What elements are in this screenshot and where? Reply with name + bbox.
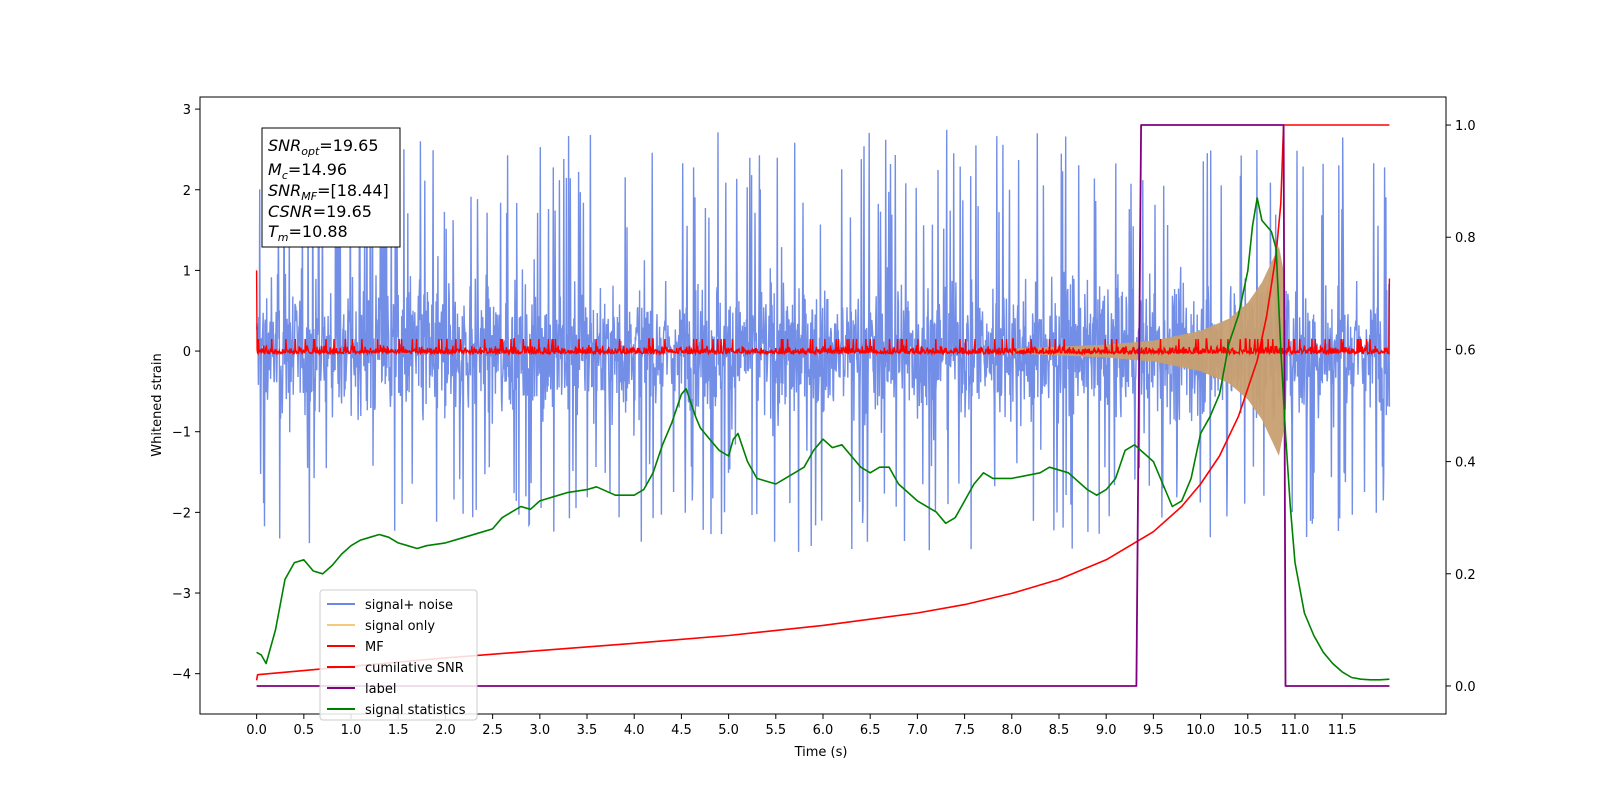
y-tick-label: −1 — [172, 426, 191, 441]
x-tick-label: 9.5 — [1143, 723, 1164, 738]
y2-tick-label: 0.0 — [1455, 680, 1476, 695]
axes-layer: 0.0 0.5 1.0 1.5 2.0 2.5 3.0 3.5 4.0 4.5 5.0 5.5 6.0 6… — [172, 103, 1476, 738]
legend-label: signal statistics — [365, 703, 466, 718]
x-tick-label: 4.0 — [624, 723, 645, 738]
y-tick-label: 3 — [183, 103, 191, 118]
series-signal-statistics — [256, 197, 1390, 681]
x-tick-label: 5.0 — [718, 723, 739, 738]
x-tick-label: 8.5 — [1049, 723, 1070, 738]
annotation-frame — [261, 127, 401, 248]
plot-data-layer — [255, 124, 1391, 690]
legend-label: label — [365, 682, 396, 697]
y-tick-label: 0 — [183, 345, 191, 360]
x-tick-label: 11.0 — [1280, 723, 1309, 738]
x-tick-label: 3.0 — [529, 723, 550, 738]
legend: signal+ noise signal only MF cumilative SNR… — [319, 589, 478, 721]
legend-label: signal+ noise — [365, 598, 453, 613]
legend-frame — [319, 589, 478, 721]
legend-label: cumilative SNR — [365, 661, 464, 676]
annotation-csnr: CSNR=19.65 — [268, 202, 372, 221]
y2-tick-label: 0.6 — [1455, 343, 1476, 358]
series-label — [256, 124, 1390, 687]
y2-tick-label: 0.8 — [1455, 231, 1476, 246]
annotation-tm: Tm=10.88 — [268, 222, 348, 244]
x-tick-label: 6.5 — [860, 723, 881, 738]
x-tick-label: 5.5 — [765, 723, 786, 738]
x-axis-label: Time (s) — [794, 745, 848, 760]
y2-tick-label: 0.2 — [1455, 568, 1476, 583]
y-tick-label: −3 — [172, 587, 191, 602]
y-axis-label: Whitened strain — [150, 353, 165, 456]
x-tick-label: 7.0 — [907, 723, 928, 738]
x-tick-label: 8.0 — [1001, 723, 1022, 738]
x-tick-label: 10.5 — [1233, 723, 1262, 738]
series-signal-noise — [255, 129, 1391, 552]
y2-tick-label: 1.0 — [1455, 119, 1476, 134]
x-tick-label: 0.5 — [293, 723, 314, 738]
x-tick-label: 11.5 — [1328, 723, 1357, 738]
x-tick-label: 0.0 — [246, 723, 267, 738]
x-tick-label: 1.0 — [341, 723, 362, 738]
series-cumulative-snr — [255, 124, 1390, 681]
legend-label: signal only — [365, 619, 435, 634]
series-signal-only — [1011, 246, 1284, 690]
x-tick-label: 7.5 — [954, 723, 975, 738]
x-tick-label: 1.5 — [388, 723, 409, 738]
x-tick-label: 4.5 — [671, 723, 692, 738]
x-tick-label: 6.0 — [813, 723, 834, 738]
x-tick-label: 10.0 — [1186, 723, 1215, 738]
y-tick-label: −2 — [172, 506, 191, 521]
x-tick-label: 9.0 — [1096, 723, 1117, 738]
annotation-snr-mf: SNRMF=[18.44] — [268, 181, 389, 203]
y-tick-label: 2 — [183, 184, 191, 199]
annotation-box: SNRopt=19.65 Mc=14.96 SNRMF=[18.44] CSNR… — [261, 127, 401, 248]
x-tick-label: 2.0 — [435, 723, 456, 738]
annotation-snr-opt: SNRopt=19.65 — [268, 136, 379, 158]
y-tick-label: 1 — [183, 264, 191, 279]
y-tick-label: −4 — [172, 668, 191, 683]
series-mf — [255, 270, 1391, 357]
x-tick-label: 3.5 — [577, 723, 598, 738]
legend-label: MF — [365, 640, 384, 655]
annotation-mc: Mc=14.96 — [268, 160, 347, 182]
y2-tick-label: 0.4 — [1455, 456, 1476, 471]
x-tick-label: 2.5 — [482, 723, 503, 738]
